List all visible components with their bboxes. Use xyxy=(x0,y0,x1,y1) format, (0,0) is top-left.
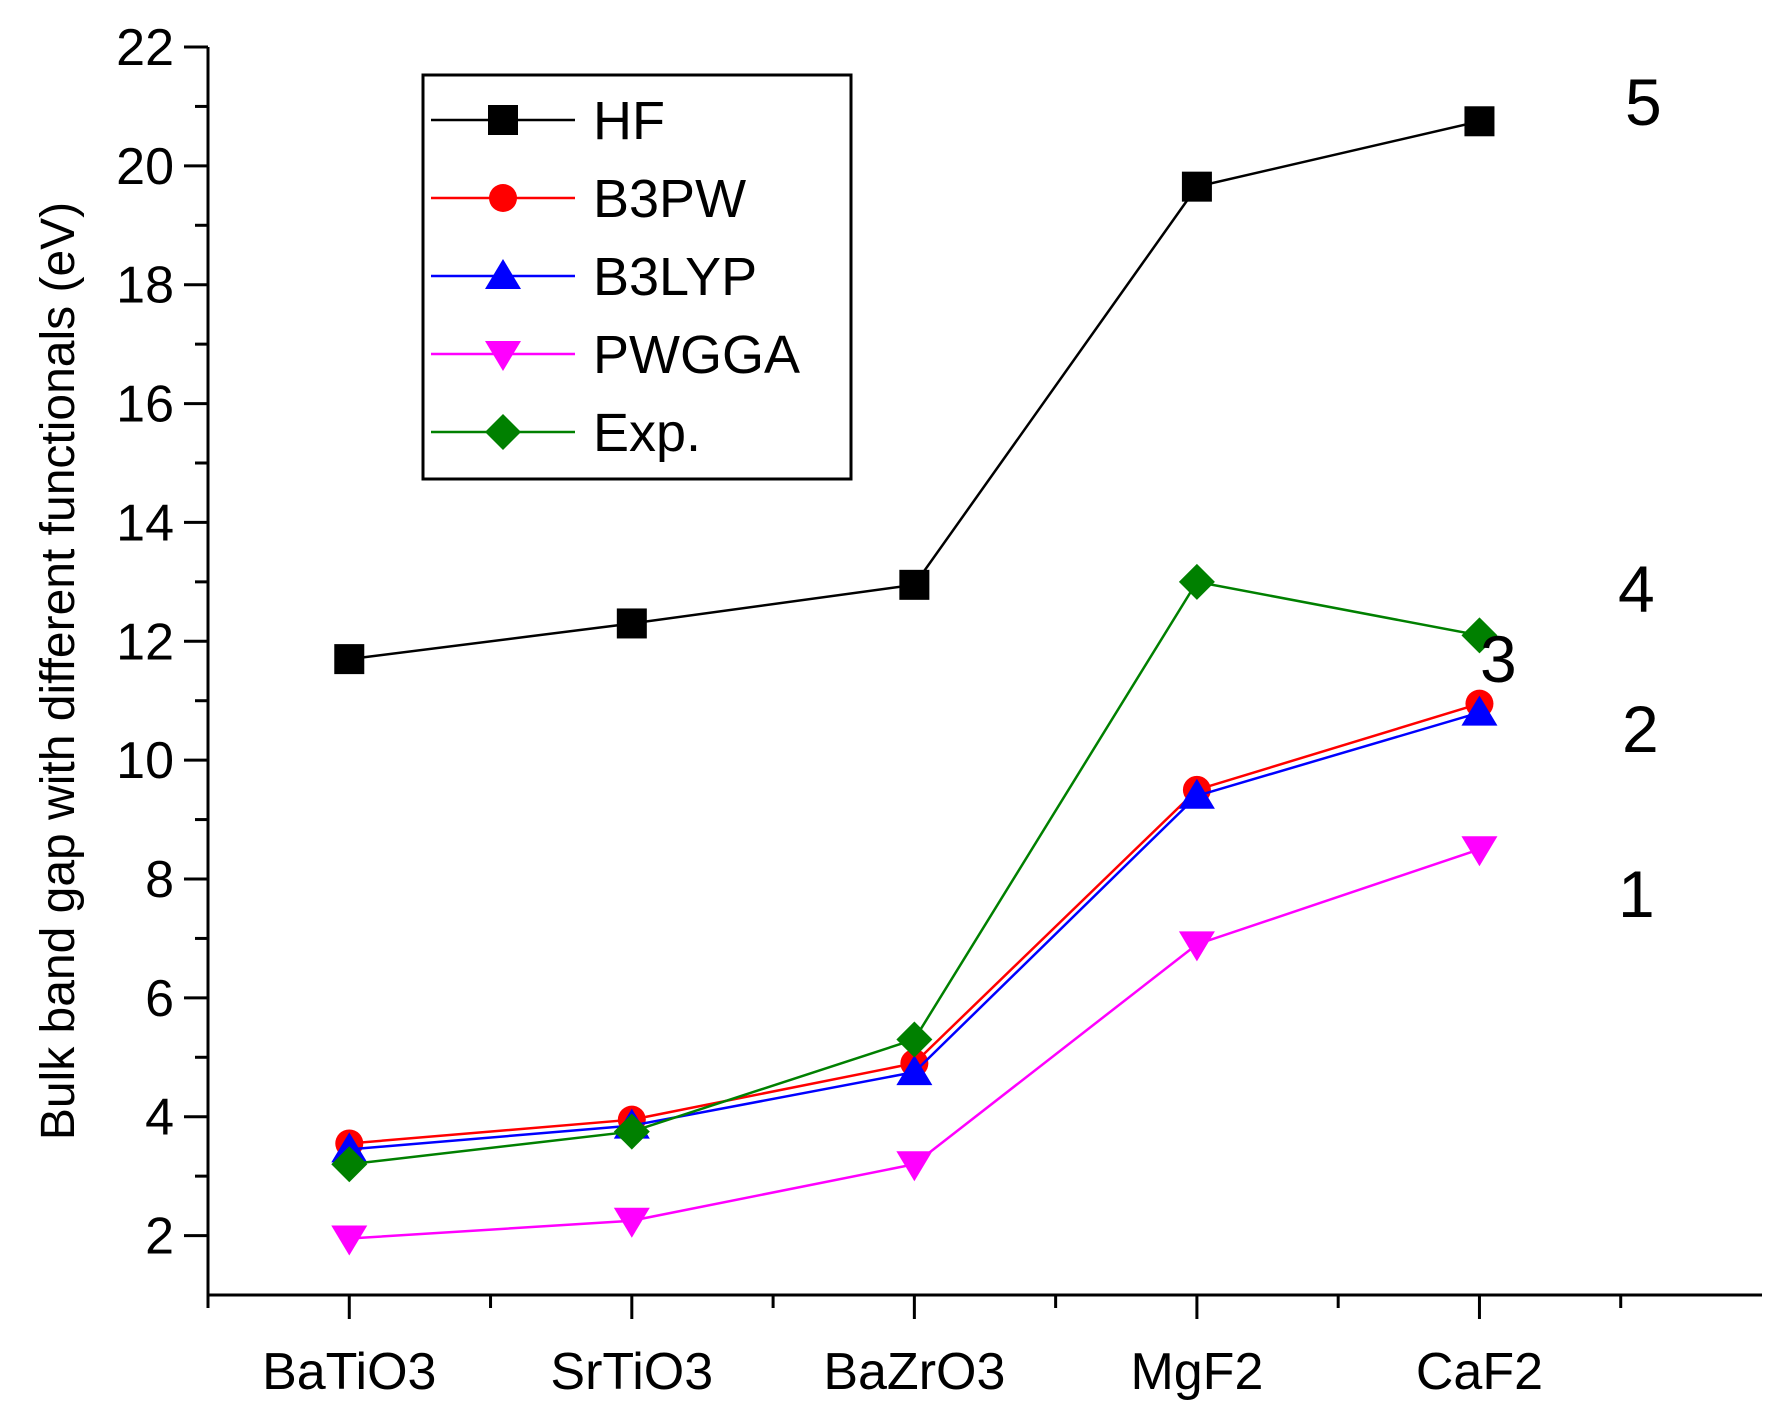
y-tick-label: 2 xyxy=(145,1208,174,1266)
series-hf xyxy=(334,106,1495,675)
y-tick-label: 18 xyxy=(116,257,174,315)
data-point-pwgga xyxy=(1178,931,1215,962)
y-tick-label: 8 xyxy=(145,851,174,909)
legend-label-hf: HF xyxy=(593,91,665,151)
data-point-hf xyxy=(1464,106,1495,137)
data-point-pwgga xyxy=(613,1207,650,1238)
data-point-exp xyxy=(613,1113,650,1150)
curve-number-annotation: 2 xyxy=(1622,692,1659,766)
series-pwgga xyxy=(331,836,1498,1256)
data-point-pwgga xyxy=(331,1225,368,1256)
data-point-pwgga xyxy=(896,1151,933,1182)
x-tick-label: BaTiO3 xyxy=(262,1343,436,1401)
data-point-b3lyp xyxy=(896,1055,933,1086)
legend-label-pwgga: PWGGA xyxy=(593,325,800,385)
data-point-exp xyxy=(331,1146,368,1183)
y-tick-label: 14 xyxy=(116,494,174,552)
legend-marker-hf xyxy=(488,105,518,135)
legend-label-exp: Exp. xyxy=(593,403,701,463)
data-point-hf xyxy=(334,644,365,675)
data-point-exp xyxy=(1178,563,1215,600)
y-tick-label: 12 xyxy=(116,613,174,671)
legend-marker-pwgga xyxy=(485,341,521,371)
series-layer xyxy=(331,106,1498,1256)
legend-label-b3pw: B3PW xyxy=(593,169,746,229)
x-tick-label: BaZrO3 xyxy=(823,1343,1005,1401)
y-tick-label: 6 xyxy=(145,970,174,1028)
legend-marker-b3lyp xyxy=(485,259,521,289)
series-b3lyp xyxy=(331,695,1498,1163)
curve-number-annotation: 5 xyxy=(1625,65,1662,139)
curve-number-annotation: 1 xyxy=(1618,857,1655,931)
y-tick-label: 20 xyxy=(116,138,174,196)
data-point-exp xyxy=(1461,617,1498,654)
y-tick-label: 22 xyxy=(116,19,174,77)
x-tick-label: CaF2 xyxy=(1416,1343,1543,1401)
y-tick-label: 4 xyxy=(145,1089,174,1147)
legend-marker-b3pw xyxy=(489,184,517,212)
y-axis-label: Bulk band gap with different functionals… xyxy=(32,202,85,1140)
curve-number-annotation: 4 xyxy=(1618,552,1655,626)
data-point-hf xyxy=(899,569,930,600)
y-tick-label: 16 xyxy=(116,376,174,434)
series-exp xyxy=(331,563,1498,1183)
legend: HF B3PW B3LYP PWGGA Exp. xyxy=(421,73,853,481)
data-point-b3lyp xyxy=(1461,695,1498,726)
data-point-pwgga xyxy=(1461,836,1498,867)
legend-label-b3lyp: B3LYP xyxy=(593,247,757,307)
legend-marker-exp xyxy=(485,414,521,450)
curve-number-annotation: 3 xyxy=(1480,622,1517,696)
data-point-b3lyp xyxy=(1178,778,1215,809)
data-point-hf xyxy=(1181,171,1212,202)
annotations: 5 4 3 2 1 xyxy=(1480,65,1662,931)
y-tick-label: 10 xyxy=(116,732,174,790)
data-point-hf xyxy=(616,608,647,639)
x-tick-label: MgF2 xyxy=(1130,1343,1263,1401)
x-tick-label: SrTiO3 xyxy=(550,1343,713,1401)
data-point-exp xyxy=(896,1021,933,1058)
